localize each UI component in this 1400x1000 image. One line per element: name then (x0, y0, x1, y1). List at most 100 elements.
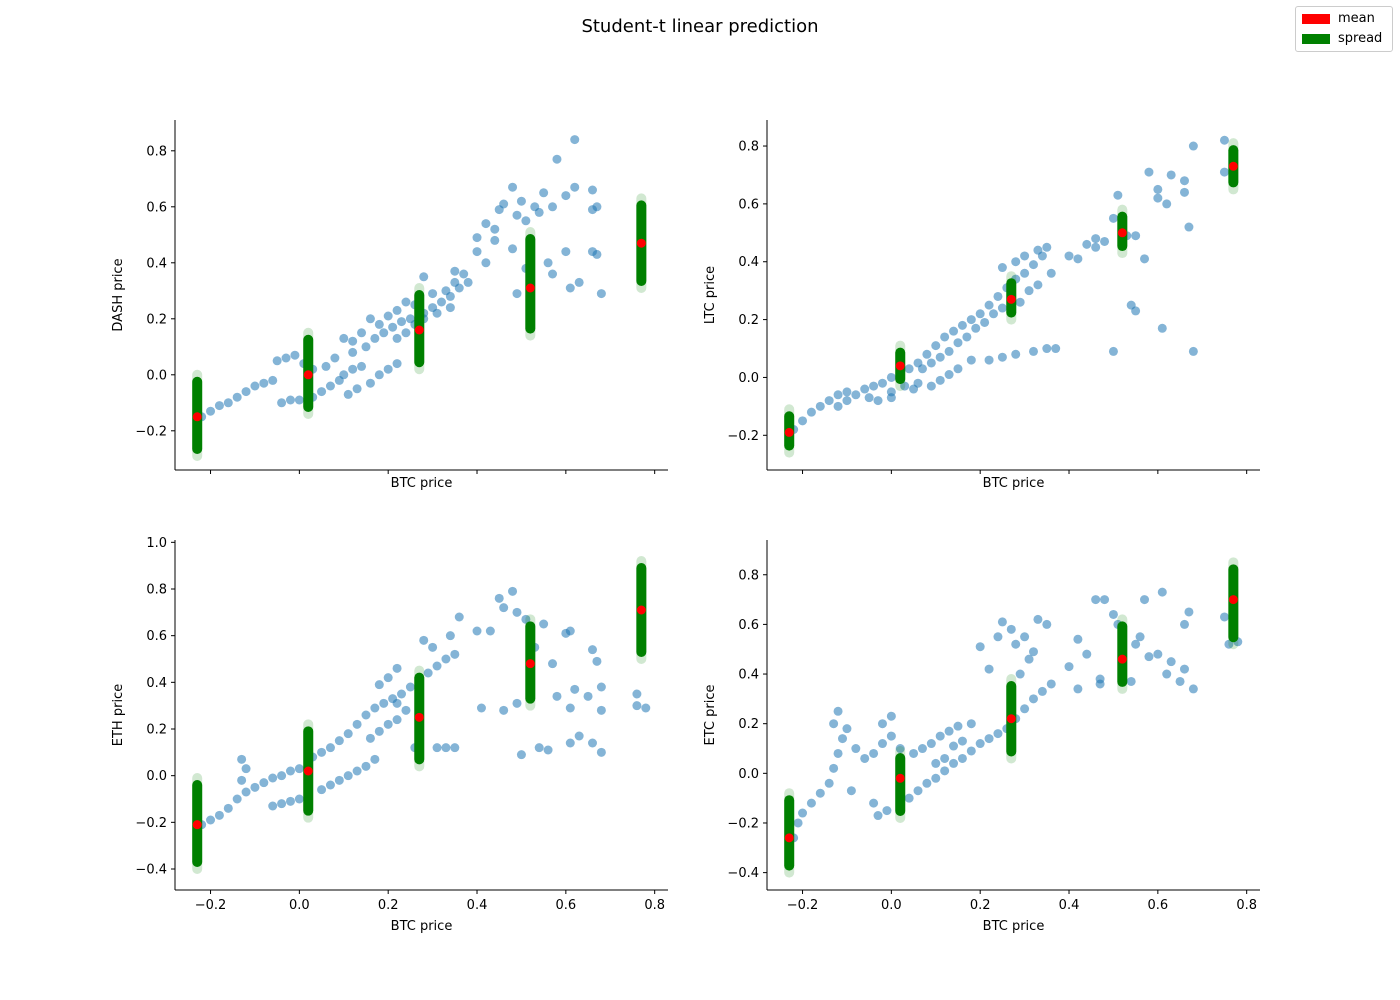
y-tick-label: 0.2 (738, 717, 759, 732)
scatter-point (1011, 257, 1021, 267)
scatter-point (565, 738, 575, 748)
scatter-point (352, 384, 362, 394)
scatter-point (214, 401, 224, 411)
scatter-point (405, 682, 415, 692)
mean-point (192, 412, 202, 422)
scatter-point (379, 328, 389, 338)
scatter-point (370, 754, 380, 764)
scatter-point (1140, 254, 1150, 264)
x-tick-label: −0.2 (787, 898, 819, 913)
y-tick-label: 0.0 (738, 767, 759, 782)
scatter-point (1157, 323, 1167, 333)
y-tick-label: −0.2 (727, 429, 759, 444)
scatter-point (277, 771, 287, 781)
scatter-point (370, 333, 380, 343)
scatter-point (450, 743, 460, 753)
spread-band (895, 752, 906, 817)
spread-band (784, 795, 795, 871)
scatter-point (869, 381, 879, 391)
mean-point (525, 283, 535, 293)
scatter-point (829, 719, 839, 729)
scatter-point (949, 758, 959, 768)
scatter-point (926, 358, 936, 368)
scatter-point (957, 320, 967, 330)
scatter-point (1020, 704, 1030, 714)
mean-point (1228, 595, 1238, 605)
scatter-point (980, 317, 990, 327)
legend-swatch-mean (1302, 13, 1330, 24)
scatter-point (294, 794, 304, 804)
y-tick-label: 0.4 (146, 676, 167, 691)
scatter-point (953, 721, 963, 731)
scatter-point (592, 202, 602, 212)
y-tick-label: 0.6 (738, 618, 759, 633)
scatter-point (361, 710, 371, 720)
scatter-point (548, 202, 558, 212)
scatter-point (904, 364, 914, 374)
scatter-point (993, 632, 1003, 642)
scatter-point (565, 703, 575, 713)
scatter-point (561, 247, 571, 257)
scatter-point (348, 336, 358, 346)
scatter-point (259, 778, 269, 788)
scatter-point (1011, 639, 1021, 649)
scatter-point (317, 387, 327, 397)
scatter-point (587, 185, 597, 195)
legend-entry-spread: spread (1302, 31, 1382, 47)
scatter-point (1028, 647, 1038, 657)
scatter-point (815, 401, 825, 411)
scatter-point (543, 258, 553, 268)
scatter-point (997, 352, 1007, 362)
scatter-point (806, 407, 816, 417)
scatter-point (587, 738, 597, 748)
scatter-point (1131, 231, 1141, 241)
scatter-point (330, 353, 340, 363)
mean-point (895, 361, 905, 371)
scatter-point (548, 269, 558, 279)
y-tick-label: 0.6 (146, 200, 167, 215)
scatter-point (984, 734, 994, 744)
scatter-point (281, 353, 291, 363)
scatter-point (1153, 193, 1163, 203)
subplot-2: −0.2 0.0 0.2 0.4 0.6 0.8 BTC price LTC price (703, 120, 1260, 491)
scatter-point (548, 659, 558, 669)
scatter-point (521, 614, 531, 624)
scatter-point (374, 680, 384, 690)
scatter-point (250, 782, 260, 792)
scatter-point (842, 396, 852, 406)
x-tick-label: 0.0 (881, 898, 902, 913)
scatter-point (592, 656, 602, 666)
scatter-point (1042, 242, 1052, 252)
scatter-point (931, 758, 941, 768)
mean-point (895, 773, 905, 783)
scatter-point (1100, 236, 1110, 246)
subplot-4: −0.2 0.0 0.2 0.4 0.6 0.8 −0.4 −0.2 0.0 0.2 0.4 0.6 0… (703, 540, 1260, 934)
scatter-point (237, 775, 247, 785)
scatter-point (392, 359, 402, 369)
y-tick-label: 0.6 (738, 197, 759, 212)
y-tick-label: 0.8 (146, 583, 167, 598)
scatter-point (984, 300, 994, 310)
scatter-point (1037, 686, 1047, 696)
scatter-point (1135, 632, 1145, 642)
scatter-point (476, 703, 486, 713)
scatter-point (232, 392, 242, 402)
scatter-point (277, 398, 287, 408)
scatter-point (931, 341, 941, 351)
legend-entry-mean: mean (1302, 11, 1375, 27)
scatter-point (392, 663, 402, 673)
scatter-point (1100, 595, 1110, 605)
scatter-point (450, 266, 460, 276)
scatter-point (570, 182, 580, 192)
scatter-point (926, 381, 936, 391)
scatter-point (869, 798, 879, 808)
scatter-point (1020, 251, 1030, 261)
scatter-point (1179, 187, 1189, 197)
scatter-point (481, 258, 491, 268)
scatter-point (561, 191, 571, 201)
scatter-point (966, 746, 976, 756)
scatter-point (490, 224, 500, 234)
scatter-point (268, 375, 278, 385)
scatter-point (798, 808, 808, 818)
